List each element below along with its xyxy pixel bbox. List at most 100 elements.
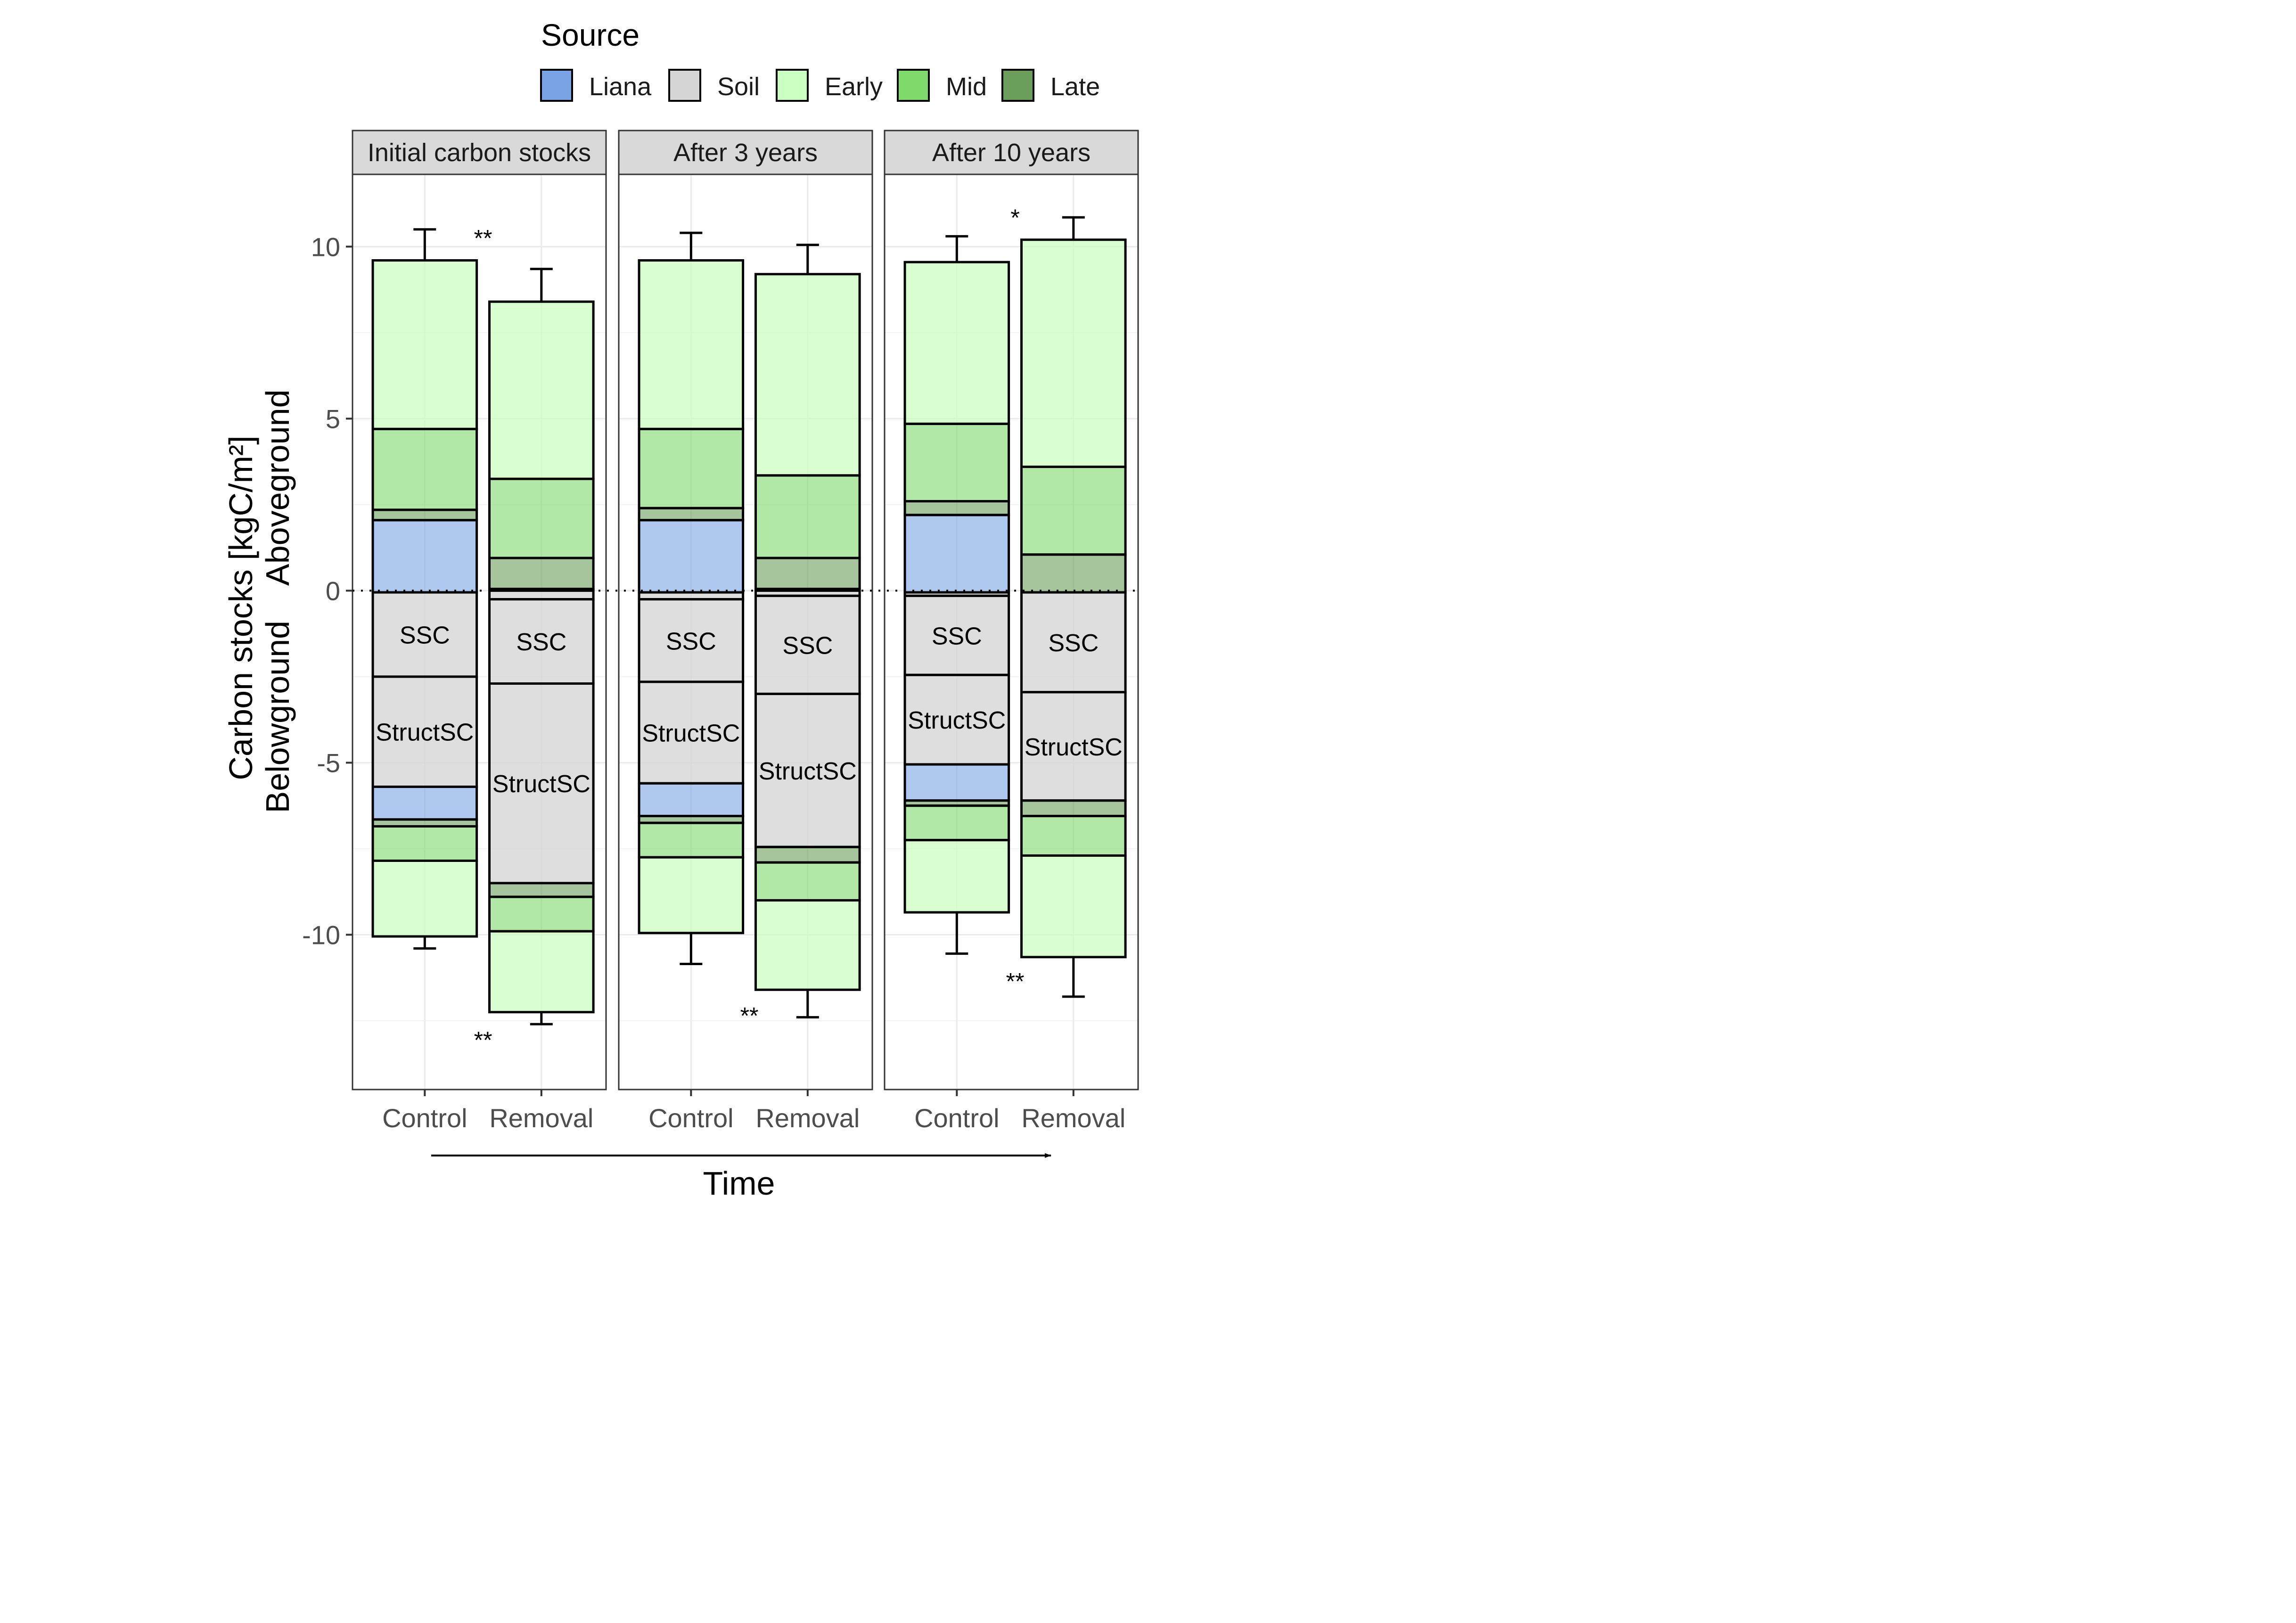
panel-strip [618,130,873,175]
bar-segment-soil [638,680,745,785]
bar-segment-early [1020,238,1127,468]
x-tick-label: Removal [489,1103,593,1133]
bar-segment-mid [903,422,1010,503]
y-tick-label: 5 [326,404,340,434]
legend: Source Liana Soil Early Mid Late [540,17,1100,102]
significance-annotation: ** [1006,968,1025,995]
bar-segment-early [488,300,595,480]
legend-entry-late: Late [1001,69,1100,102]
bar-segment-early [371,860,478,938]
legend-title: Source [541,17,640,52]
bar-segment-early [488,930,595,1014]
bar-segment-late [638,507,745,522]
bar-segment-late [488,557,595,590]
legend-label-mid: Mid [946,73,987,101]
x-tick-label: Control [382,1103,467,1133]
panel-1: SSC StructSC Control SSC StructSC Removal ** **… [352,130,607,1133]
bar-segment-early [638,259,745,430]
bar-segment-late [1020,553,1127,594]
x-tick-label: Removal [755,1103,860,1133]
legend-label-liana: Liana [589,73,652,101]
bar-segment-mid [488,477,595,559]
bar-segment-soil [754,692,861,848]
bar-segment-soil [371,675,478,788]
segment-label: SSC [666,628,716,655]
panel-3: SSCStructSCControlSSCStructSCRemoval***A… [884,130,1139,1133]
bar-segment-mid [638,821,745,859]
bar-segment-soil [638,598,745,683]
legend-key-early [776,69,809,102]
bar-segment-soil [488,682,595,885]
significance-annotation: * [1010,205,1019,231]
significance-annotation: ** [474,225,492,252]
legend-key-late [1001,69,1034,102]
y-tick-label: -10 [302,920,340,950]
segment-label: StructSC [1025,734,1123,761]
bar-segment-early [903,839,1010,914]
bar-segment-soil [488,589,595,601]
legend-entry-soil: Soil [668,69,760,102]
segment-label: StructSC [908,707,1006,734]
bar-removal: SSC StructSC [488,268,595,1025]
segment-label: SSC [400,622,450,649]
bar-segment-soil [903,594,1010,676]
bar-segment-liana [638,782,745,818]
segment-label: StructSC [376,719,474,746]
bar-segment-liana [903,514,1010,594]
bar-removal: SSC StructSC [1020,216,1127,998]
panel-strip [352,130,607,175]
bar-segment-soil [371,591,478,678]
bar-segment-early [1020,854,1127,959]
bar-control: SSC StructSC [903,235,1010,955]
bar-segment-mid [754,474,861,559]
facet-panels: SSCStructSCControlSSCStructSCRemoval****… [352,130,1139,1133]
panel-2: SSC StructSC Control SSC StructSC Removal ** Af… [618,130,873,1133]
legend-entry-early: Early [776,69,883,102]
y-axis: 10 5 0 -5 -10 [302,232,353,950]
bar-segment-soil [488,598,595,685]
bar-segment-mid [371,427,478,511]
bar-segment-mid [1020,466,1127,556]
bar-segment-late [371,508,478,522]
bar-segment-mid [488,895,595,933]
legend-key-mid [897,69,930,102]
bar-segment-mid [638,427,745,509]
segment-label: StructSC [642,720,740,747]
bar-segment-mid [754,861,861,902]
y-axis-label-line1: Carbon stocks [kgC/m²] [222,435,259,780]
bar-segment-liana [371,519,478,594]
bar-segment-early [903,261,1010,425]
bar-segment-early [754,273,861,477]
segment-label: StructSC [492,771,590,798]
bar-segment-early [638,856,745,934]
panel-title: After 3 years [673,139,818,167]
bar-segment-late [488,882,595,898]
x-tick-label: Control [648,1103,734,1133]
bar-control: SSC StructSC [371,228,478,950]
bar-removal: SSC StructSC [754,244,861,1019]
bar-segment-soil [754,594,861,695]
x-tick-label: Control [914,1103,1000,1133]
bar-segment-liana [371,786,478,821]
significance-annotation: ** [474,1027,492,1053]
time-label: Time [703,1165,775,1202]
bar-segment-late [1020,799,1127,818]
legend-label-late: Late [1050,73,1100,101]
bar-segment-mid [371,825,478,862]
legend-label-early: Early [825,73,883,101]
bar-segment-late [903,500,1010,516]
bar-segment-late [754,845,861,864]
segment-label: StructSC [759,758,857,785]
bar-segment-soil [903,673,1010,766]
legend-label-soil: Soil [717,73,760,101]
y-tick-label: 10 [311,232,340,262]
bar-segment-mid [903,804,1010,842]
bar-segment-liana [638,519,745,594]
bar-control: SSC StructSC [638,231,745,966]
segment-label: SSC [932,623,982,650]
y-tick-label: -5 [317,748,340,778]
significance-annotation: ** [740,1003,759,1029]
bar-segment-late [754,557,861,590]
